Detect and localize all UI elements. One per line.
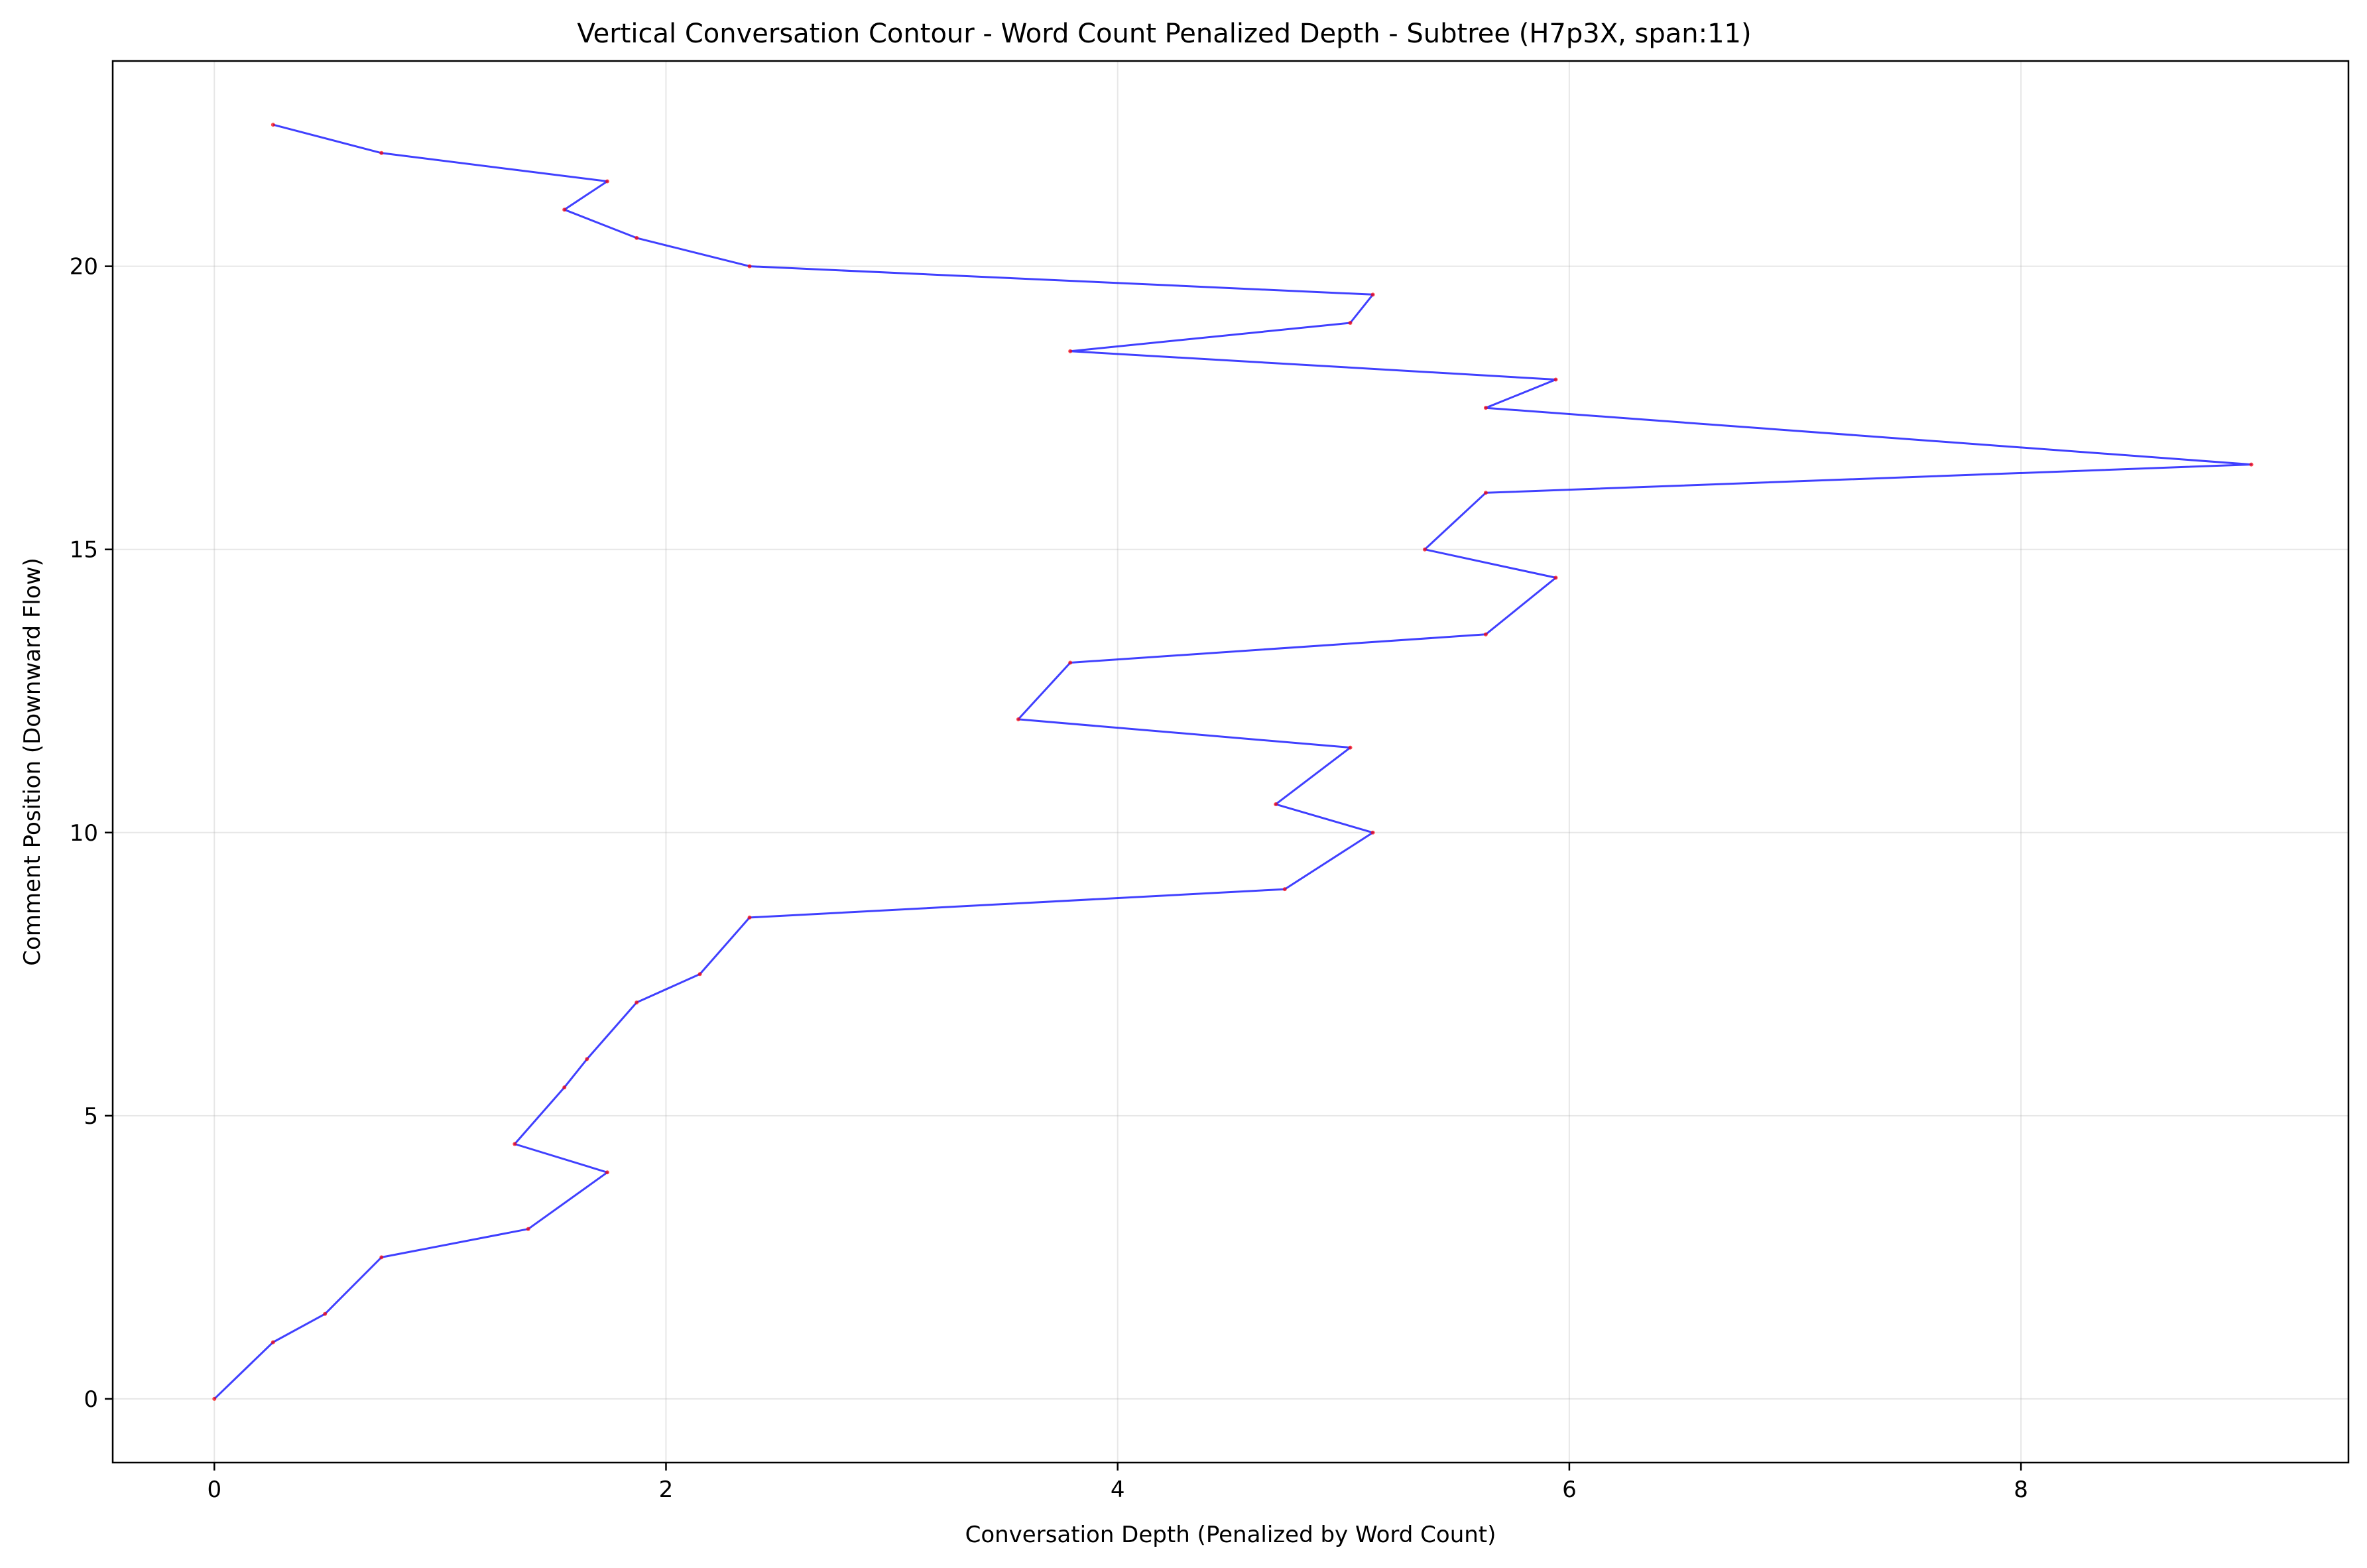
data-point [1553,377,1558,382]
data-point [212,1396,217,1401]
data-point [379,1255,384,1260]
data-point [698,972,702,977]
x-tick-label: 6 [1562,1477,1577,1503]
x-tick-label: 2 [659,1477,674,1503]
data-point [323,1311,328,1316]
data-point [1422,547,1427,552]
y-tick-label: 20 [70,254,98,280]
x-axis-label: Conversation Depth (Penalized by Word Co… [965,1522,1496,1548]
data-point [1370,292,1375,297]
x-tick-label: 8 [2014,1477,2028,1503]
data-point [562,1085,567,1090]
data-series [212,123,2254,1401]
data-point [635,1000,639,1005]
data-point [1068,349,1073,353]
y-tick-label: 0 [84,1386,98,1413]
data-point [605,179,609,184]
data-point [1553,575,1558,580]
plot-frame [111,60,2350,1464]
y-tick-label: 5 [84,1103,98,1130]
data-point [1282,887,1287,892]
series-line [213,123,2252,1400]
data-point [585,1057,589,1061]
axis-ticks: 0 2 4 6 8 0 5 10 15 20 [70,254,2028,1503]
data-point [635,235,639,240]
data-point [526,1227,530,1231]
data-point [747,915,752,920]
data-point [1274,802,1278,807]
y-tick-label: 15 [70,537,98,564]
data-point [1370,830,1375,835]
data-point [513,1142,517,1146]
data-point [1483,406,1488,410]
data-point [271,123,275,127]
data-point [1016,717,1020,721]
data-point [2249,462,2254,467]
data-point [1348,745,1353,750]
data-point [271,1340,275,1345]
data-point [1068,660,1073,665]
data-point [1483,632,1488,636]
chart-title: Vertical Conversation Contour - Word Cou… [577,19,1751,49]
grid [113,61,2348,1463]
data-point [562,208,567,212]
data-point [605,1170,609,1175]
data-point [747,264,752,269]
y-tick-label: 10 [70,820,98,847]
data-point [1483,491,1488,495]
x-tick-label: 4 [1111,1477,1125,1503]
x-tick-label: 0 [207,1477,221,1503]
data-point [379,151,384,155]
data-point [1348,321,1353,326]
y-axis-label: Comment Position (Downward Flow) [19,558,46,965]
